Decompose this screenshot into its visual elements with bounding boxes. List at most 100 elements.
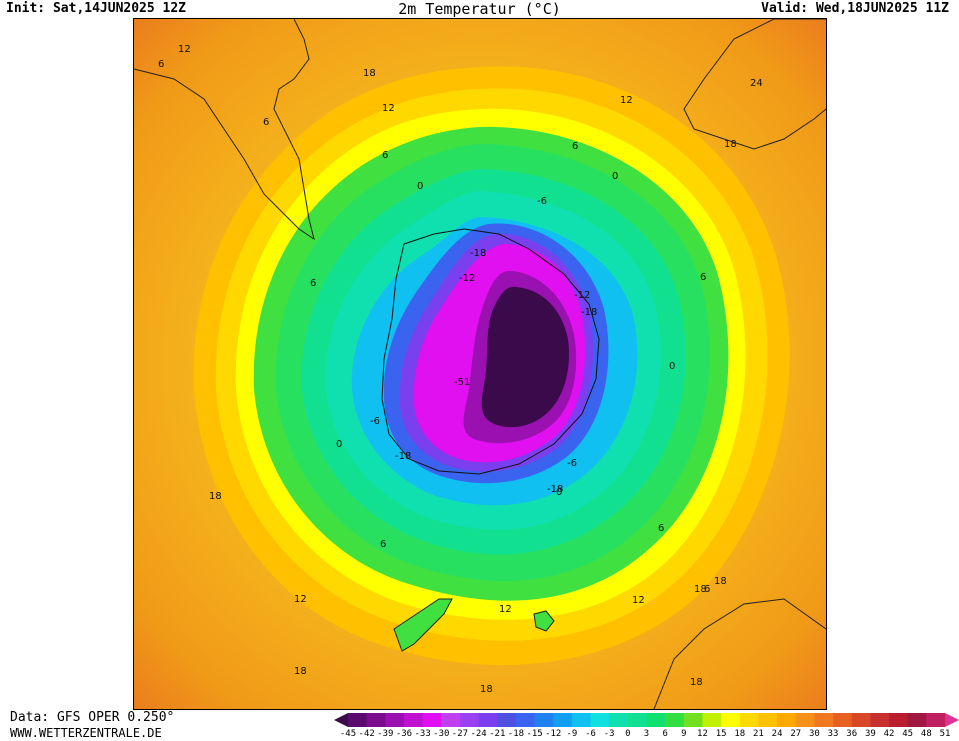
contour-label: 0	[669, 361, 675, 372]
contour-label: -12	[574, 290, 590, 301]
contour-label: -6	[537, 196, 547, 207]
legend-color-cell	[889, 713, 909, 727]
legend-tick-label: -42	[358, 729, 375, 739]
legend-color-cell	[683, 713, 703, 727]
legend-color-cell	[366, 713, 386, 727]
temperature-map: 12 6 18 12 12 24 6 18 6 6 0 0 -6 -18 -12 -12 -18 6 6 0 -51 -6…	[133, 18, 827, 710]
legend-tick-label: 18	[734, 729, 746, 739]
legend-tick-label: -21	[489, 729, 506, 739]
legend-color-cell	[497, 713, 517, 727]
legend-tick-label: 27	[790, 729, 802, 739]
contour-label: 6	[704, 584, 710, 595]
contour-label: 6	[263, 117, 269, 128]
contour-label: 6	[158, 59, 164, 70]
contour-label: -51	[454, 377, 470, 388]
legend-tick-label: 15	[715, 729, 727, 739]
legend-tick-label: -6	[585, 729, 596, 739]
legend-tick-label: -9	[566, 729, 578, 739]
legend-color-cell	[403, 713, 424, 727]
legend-color-cell	[758, 713, 778, 727]
contour-label-layer: 126181212246186600-6-18-12-12-18660-51-6…	[158, 44, 763, 695]
legend-tick-label: 33	[827, 729, 839, 739]
contour-label: 12	[178, 44, 191, 55]
contour-label: 12	[382, 103, 395, 114]
legend-tick-label: -39	[377, 729, 394, 739]
legend-color-cell	[590, 713, 610, 727]
legend-tick-label: 21	[753, 729, 764, 739]
legend-tick-label: -12	[545, 729, 562, 739]
contour-label: -18	[395, 451, 411, 462]
contour-label: 18	[724, 139, 737, 150]
legend-tick-label: 51	[939, 729, 951, 739]
legend-color-cell	[571, 713, 592, 727]
legend-color-cell	[459, 713, 480, 727]
contour-label: -12	[459, 273, 475, 284]
legend-tick-label: 3	[643, 729, 650, 739]
contour-label: 0	[336, 439, 342, 450]
website-label: WWW.WETTERZENTRALE.DE	[10, 726, 162, 740]
legend-tick-label: -18	[507, 729, 525, 739]
contour-label: 12	[499, 604, 512, 615]
legend-color-cell	[777, 713, 797, 727]
legend-color-cell	[870, 713, 890, 727]
legend-color-cell	[627, 713, 647, 727]
contour-label: 0	[612, 171, 618, 182]
legend-color-cell	[646, 713, 666, 727]
legend-max-arrow	[945, 713, 959, 727]
contour-label: -18	[581, 307, 597, 318]
legend-color-cell	[851, 713, 871, 727]
legend-tick-label: 24	[771, 729, 783, 739]
legend-tick-label: 12	[697, 729, 708, 739]
legend-color-cell	[348, 713, 368, 727]
legend-tick-label: -3	[603, 729, 615, 739]
color-legend-labels: -45 -42 -39 -36 -33 -30 -27 -24 -21 -18 -15 -12 -9 -6…	[334, 729, 959, 741]
contour-label: 18	[480, 684, 493, 695]
legend-tick-label: -15	[526, 729, 543, 739]
legend-tick-label: 39	[864, 729, 876, 739]
contour-label: 18	[694, 584, 707, 595]
contour-label: 6	[658, 523, 664, 534]
contour-label: 6	[700, 272, 706, 283]
contour-label: 18	[363, 68, 376, 79]
legend-color-cell	[515, 713, 536, 727]
legend-color-cell	[665, 713, 685, 727]
legend-tick-label: 42	[883, 729, 895, 739]
legend-color-cell	[702, 713, 722, 727]
contour-label: 6	[382, 150, 388, 161]
contour-label: 6	[572, 141, 578, 152]
australia-outline	[653, 598, 826, 709]
legend-color-cell	[833, 713, 853, 727]
legend-tick-label: -27	[451, 729, 469, 739]
contour-label: -6	[370, 416, 380, 427]
legend-tick-label: -24	[470, 729, 487, 739]
contour-label: -6	[567, 458, 577, 469]
contour-label: -18	[547, 484, 563, 495]
contour-label: 18	[714, 576, 727, 587]
contour-label: 6	[310, 278, 316, 289]
contour-label: 0	[556, 487, 562, 498]
legend-tick-label: -30	[433, 729, 450, 739]
legend-color-cell	[739, 713, 759, 727]
legend-min-arrow	[334, 713, 348, 727]
south-america-outline	[134, 19, 315, 241]
contour-label: 12	[632, 595, 645, 606]
contour-label: 6	[380, 539, 386, 550]
tasmania-outline	[533, 610, 555, 632]
legend-tick-label: 0	[625, 729, 631, 739]
legend-color-cell	[441, 713, 461, 727]
legend-color-cell	[907, 713, 927, 727]
legend-color-cell	[385, 713, 405, 727]
legend-color-cell	[814, 713, 834, 727]
legend-tick-label: 36	[846, 729, 858, 739]
contour-label: 18	[690, 677, 703, 688]
legend-tick-label: -33	[414, 729, 431, 739]
init-time-label: Init: Sat,14JUN2025 12Z	[6, 1, 187, 16]
new-zealand-outline	[393, 598, 453, 652]
legend-color-cell	[609, 713, 629, 727]
contour-label: 18	[209, 491, 222, 502]
legend-tick-label: 30	[808, 729, 820, 739]
legend-tick-label: 6	[662, 729, 668, 739]
legend-color-cell	[795, 713, 815, 727]
contour-label: 12	[294, 594, 307, 605]
temp-band-minus51	[481, 286, 570, 428]
